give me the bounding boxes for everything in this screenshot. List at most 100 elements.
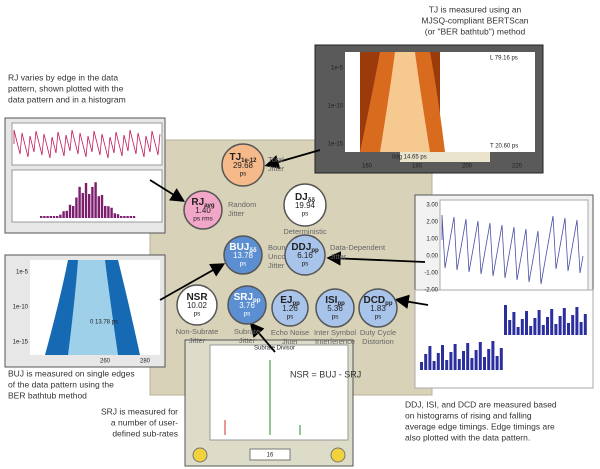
hist-bar: [483, 357, 486, 370]
node-value: 29.68: [233, 161, 254, 170]
symbol: ISI: [325, 295, 337, 306]
node-value: 5.36: [327, 304, 343, 313]
hist-bar: [529, 326, 533, 335]
node-value: 19.94: [295, 201, 316, 210]
annotation: also plotted with the data pattern.: [405, 432, 530, 442]
hist-bar: [91, 186, 94, 218]
subscript: 1e-12: [241, 158, 257, 164]
tick-label: 1e-15: [328, 142, 344, 148]
node-symbol: DDJpp: [291, 242, 319, 254]
node-label: Inter Symbol: [314, 328, 356, 337]
hist-bar: [59, 214, 62, 218]
hist-bar: [504, 305, 507, 335]
hist-bar: [120, 216, 123, 218]
hist-bar: [49, 216, 52, 218]
hist-bar: [499, 348, 503, 370]
hist-bar: [579, 322, 583, 335]
hist-bar: [84, 182, 88, 218]
annotation: TJ is measured using an: [429, 4, 522, 14]
hist-bar: [126, 216, 129, 218]
jitter-node: [283, 183, 327, 227]
hist-bar: [88, 194, 91, 218]
jitter-node: [221, 143, 265, 187]
node-label: Distortion: [362, 337, 394, 346]
node-label: Data-Dependent: [330, 243, 386, 252]
hist-bar: [104, 206, 107, 218]
annotation: (or "BER bathtub") method: [425, 26, 526, 36]
hist-bar: [424, 354, 428, 370]
hist-bar: [65, 210, 68, 218]
hist-bar: [52, 216, 56, 218]
node-symbol: TJ1e-12: [229, 152, 257, 164]
annotation: pattern, shown plotted with the: [8, 83, 124, 93]
node-unit: ps: [332, 314, 340, 321]
annotation: data pattern and in a histogram: [8, 94, 126, 104]
node-label: Jitter: [228, 209, 245, 218]
rj-inset: [4, 117, 166, 234]
hist-bar: [449, 352, 453, 370]
subscript: avg: [204, 203, 215, 209]
node-unit: ps: [194, 311, 202, 318]
node-symbol: ISIpp: [325, 295, 345, 307]
node-label: Total: [268, 155, 284, 164]
annotation: on histograms of rising and falling: [405, 410, 532, 420]
annotation: BUJ is measured on single edges: [8, 368, 135, 378]
hist-bar: [132, 216, 136, 218]
hist-bar: [56, 216, 59, 218]
hist-bar: [94, 182, 97, 218]
subscript: pp: [292, 301, 300, 307]
hist-bar: [110, 207, 113, 218]
tick-label: 1e-10: [328, 104, 344, 110]
node-symbol: EJpp: [280, 295, 300, 307]
node-unit: ps: [244, 311, 252, 318]
node-value: 6.16: [297, 251, 313, 260]
annotation: of the data pattern using the: [8, 379, 114, 389]
hist-bar: [554, 324, 558, 335]
hist-bar: [97, 196, 100, 218]
node-value: 1.26: [282, 304, 298, 313]
jitter-node: [223, 235, 263, 275]
node-unit: ps: [287, 314, 295, 321]
symbol: SRJ: [234, 292, 253, 303]
symbol: NSR: [186, 292, 208, 303]
subscript: δδ: [249, 248, 257, 254]
hist-bar: [113, 213, 116, 218]
tick-label: 1e-5: [16, 270, 29, 276]
tick-label: 1e-15: [13, 340, 29, 346]
jitter-node: [358, 288, 398, 328]
buj-inset: [4, 254, 166, 368]
symbol: DCD: [363, 295, 385, 306]
node-value: 1.83: [370, 304, 386, 313]
hist-bar: [525, 311, 528, 335]
tick-label: 1.00: [426, 237, 438, 243]
annotation: BER bathtub method: [8, 390, 87, 400]
hist-bar: [575, 307, 579, 335]
tj-readout: L 79.16 ps: [490, 56, 518, 62]
annotation: SRJ is measured for: [101, 406, 178, 416]
hist-bar: [40, 216, 43, 218]
symbol: DDJ: [291, 242, 311, 253]
hist-bar: [43, 216, 46, 218]
edge-histogram: [414, 289, 594, 389]
hist-bar: [428, 346, 432, 370]
subscript: pp: [253, 298, 261, 304]
symbol: DJ: [295, 192, 308, 203]
annotation: a number of user-: [111, 417, 178, 427]
buj-readout: 0 13.78 ps: [90, 320, 118, 326]
hist-bar: [571, 315, 575, 335]
hist-bar: [567, 323, 570, 335]
node-symbol: BUJδδ: [229, 242, 257, 254]
hist-bar: [470, 358, 474, 370]
hist-bar: [100, 194, 104, 218]
hist-bar: [508, 320, 512, 335]
hist-bar: [474, 350, 478, 370]
node-value: 10.02: [187, 301, 208, 310]
tick-label: 260: [100, 359, 111, 365]
hist-bar: [78, 186, 81, 218]
node-label: Echo Noise: [271, 328, 309, 337]
node-label: Jitter: [239, 336, 256, 345]
hist-bar: [495, 356, 499, 370]
node-unit: ps: [240, 171, 248, 178]
